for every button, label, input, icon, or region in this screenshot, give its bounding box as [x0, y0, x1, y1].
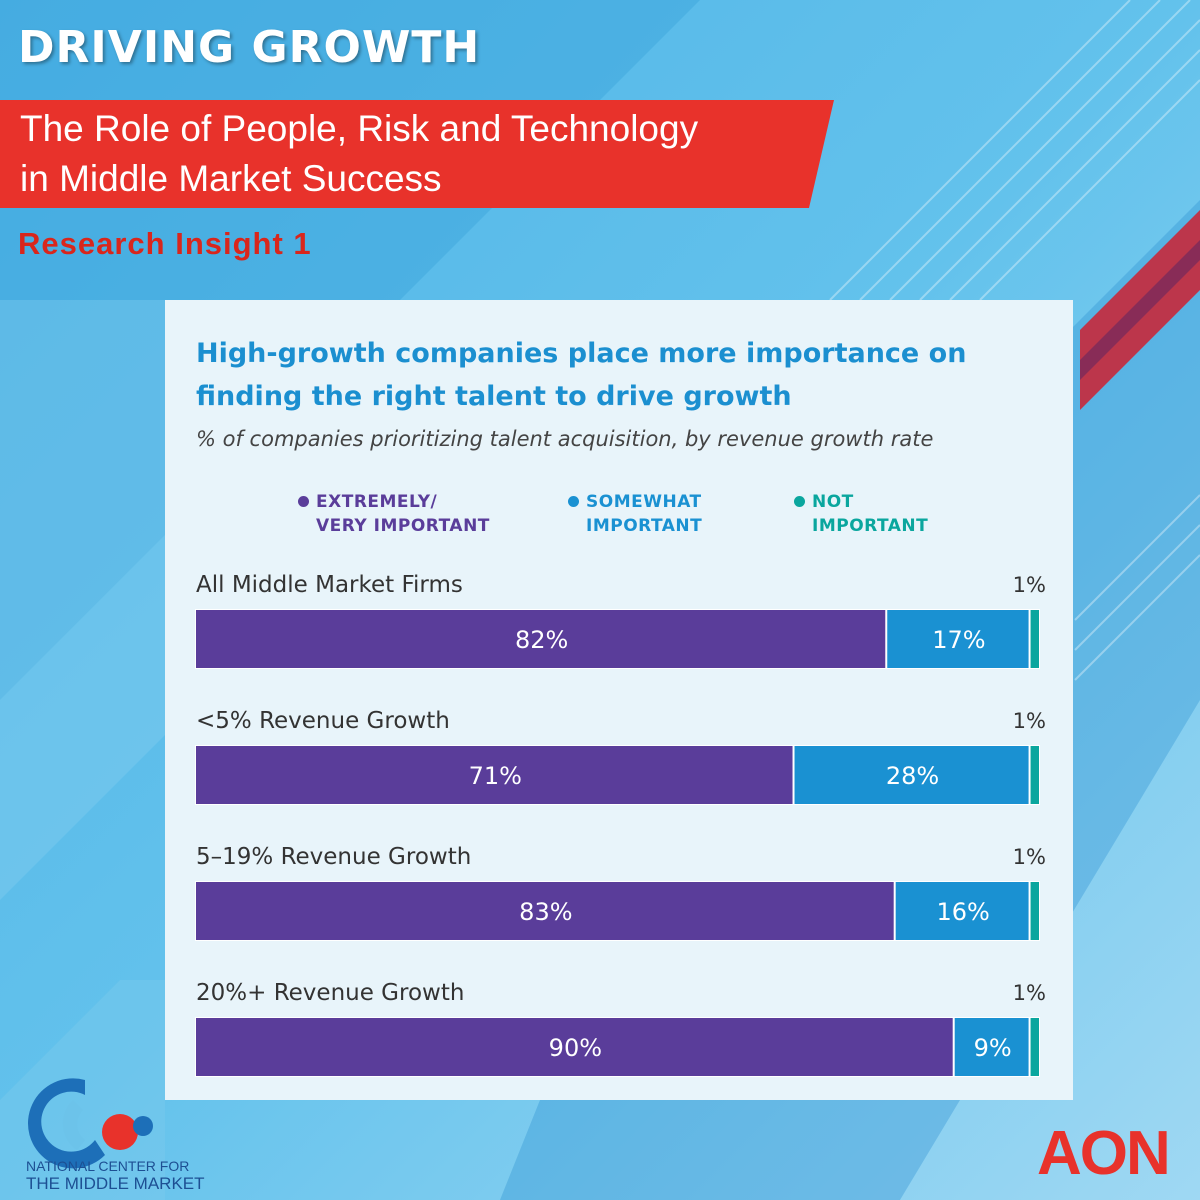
ncmm-logo-text: NATIONAL CENTER FOR THE MIDDLE MARKET: [26, 1158, 205, 1192]
not-important-label-1: 1%: [1013, 709, 1046, 733]
bar-label-somewhat-0: 17%: [932, 626, 985, 654]
not-important-label-3: 1%: [1013, 981, 1046, 1005]
not-important-label-2: 1%: [1013, 845, 1046, 869]
bar-somewhat-0: [887, 610, 1029, 668]
ncmm-line-1: NATIONAL CENTER FOR: [26, 1158, 190, 1174]
bar-not-2: [1030, 882, 1039, 940]
category-label-1: <5% Revenue Growth: [196, 708, 450, 734]
bar-label-somewhat-1: 28%: [886, 762, 939, 790]
chart-title: High-growth companies place more importa…: [196, 338, 967, 412]
banner-line-1: The Role of People, Risk and Technology: [20, 108, 699, 149]
ncmm-line-2: THE MIDDLE MARKET: [26, 1174, 205, 1193]
aon-logo: AON: [1037, 1119, 1171, 1188]
category-label-0: All Middle Market Firms: [196, 572, 463, 598]
bar-extremely-3: [196, 1018, 953, 1076]
bar-extremely-2: [196, 882, 894, 940]
bar-label-extremely-0: 82%: [515, 626, 568, 654]
bar-somewhat-3: [954, 1018, 1029, 1076]
chart-subtitle: % of companies prioritizing talent acqui…: [196, 427, 934, 451]
research-insight-label: Research Insight 1: [18, 226, 312, 261]
legend-extremely-dot: [298, 496, 309, 507]
bar-label-somewhat-3: 9%: [974, 1034, 1012, 1062]
bar-not-3: [1030, 1018, 1039, 1076]
bar-label-extremely-1: 71%: [469, 762, 522, 790]
title-banner: [0, 100, 834, 208]
bar-label-extremely-2: 83%: [519, 898, 572, 926]
bar-extremely-1: [196, 746, 793, 804]
legend-somewhat-dot: [568, 496, 579, 507]
legend-not-label: NOT IMPORTANT: [812, 492, 929, 536]
page-title: DRIVING GROWTH: [18, 22, 481, 73]
legend-extremely-label: EXTREMELY/VERY IMPORTANT: [316, 492, 490, 536]
category-label-2: 5–19% Revenue Growth: [196, 844, 471, 870]
bar-somewhat-1: [794, 746, 1029, 804]
ncmm-logo-icon: [27, 1078, 153, 1169]
banner-subtitle: The Role of People, Risk and Technology …: [20, 104, 698, 204]
banner-line-2: in Middle Market Success: [20, 158, 442, 199]
not-important-label-0: 1%: [1013, 573, 1046, 597]
category-label-3: 20%+ Revenue Growth: [196, 980, 464, 1006]
bar-label-extremely-3: 90%: [549, 1034, 602, 1062]
bar-not-0: [1030, 610, 1039, 668]
bar-somewhat-2: [895, 882, 1029, 940]
chart-card: [165, 300, 1073, 1100]
bar-extremely-0: [196, 610, 886, 668]
bar-not-1: [1030, 746, 1039, 804]
legend-not-dot: [794, 496, 805, 507]
legend-somewhat-label: SOMEWHAT IMPORTANT: [586, 492, 703, 536]
bar-label-somewhat-2: 16%: [936, 898, 989, 926]
